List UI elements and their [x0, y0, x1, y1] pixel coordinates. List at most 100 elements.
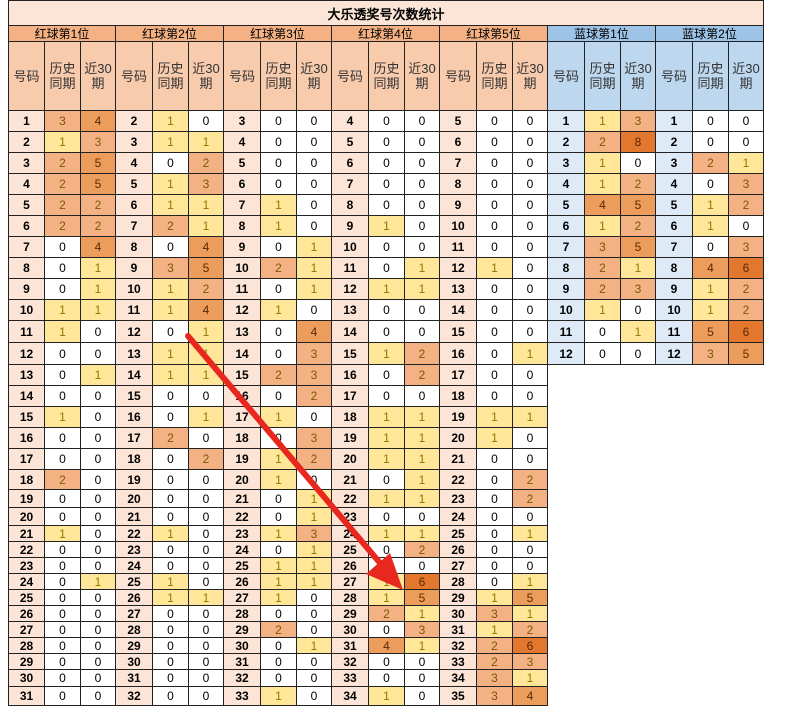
recent30-count: 0: [513, 508, 548, 526]
ball-number: 5: [656, 195, 693, 216]
recent30-count: 0: [513, 321, 548, 343]
ball-number: 8: [8, 258, 45, 279]
history-count: 0: [369, 508, 405, 526]
ball-number: 11: [8, 321, 45, 343]
ball-number: 10: [548, 300, 585, 321]
history-count: 1: [45, 321, 81, 343]
recent30-count: 0: [513, 365, 548, 386]
ball-number: 27: [332, 574, 369, 590]
history-count: 3: [477, 670, 513, 687]
recent30-count: 0: [189, 622, 224, 638]
history-count: 0: [45, 449, 81, 470]
recent30-count: 0: [81, 687, 116, 706]
history-count: 1: [369, 490, 405, 508]
history-count: 0: [693, 174, 729, 195]
ball-number: 1: [656, 111, 693, 132]
history-count: 1: [261, 449, 297, 470]
ball-number: 6: [548, 216, 585, 237]
recent30-count: 0: [81, 407, 116, 428]
ball-number: 28: [440, 574, 477, 590]
ball-number: 6: [440, 132, 477, 153]
history-count: 1: [693, 195, 729, 216]
history-count: 2: [261, 258, 297, 279]
recent30-count: 0: [81, 558, 116, 574]
history-count: 3: [153, 258, 189, 279]
history-count: 0: [369, 558, 405, 574]
history-count: 0: [261, 174, 297, 195]
recent30-count: 0: [621, 300, 656, 321]
group-header: 红球第1位: [8, 26, 116, 42]
history-count: 1: [153, 300, 189, 321]
history-count: 1: [261, 687, 297, 706]
ball-number: 12: [224, 300, 261, 321]
ball-number: 11: [548, 321, 585, 343]
history-count: 0: [45, 386, 81, 407]
ball-number: 11: [332, 258, 369, 279]
recent30-count: 0: [405, 237, 440, 258]
recent30-count: 0: [513, 386, 548, 407]
recent30-count: 2: [621, 174, 656, 195]
group-header: 红球第4位: [332, 26, 440, 42]
recent30-count: 0: [81, 606, 116, 622]
column-header-recent30: 近30期: [297, 42, 332, 111]
history-count: 1: [261, 574, 297, 590]
history-count: 1: [477, 428, 513, 449]
ball-number: 4: [548, 174, 585, 195]
history-count: 0: [261, 428, 297, 449]
history-count: 3: [477, 687, 513, 706]
recent30-count: 1: [405, 606, 440, 622]
history-count: 0: [45, 687, 81, 706]
history-count: 1: [693, 300, 729, 321]
history-count: 0: [261, 343, 297, 365]
ball-number: 6: [8, 216, 45, 237]
recent30-count: 0: [405, 654, 440, 670]
ball-number: 12: [116, 321, 153, 343]
recent30-count: 1: [81, 279, 116, 300]
history-count: 0: [153, 638, 189, 654]
ball-number: 9: [548, 279, 585, 300]
history-count: 0: [369, 470, 405, 490]
history-count: 2: [45, 216, 81, 237]
history-count: 0: [45, 558, 81, 574]
recent30-count: 0: [297, 606, 332, 622]
recent30-count: 0: [297, 654, 332, 670]
recent30-count: 4: [513, 687, 548, 706]
history-count: 0: [153, 470, 189, 490]
history-count: 0: [369, 153, 405, 174]
recent30-count: 1: [189, 321, 224, 343]
history-count: 0: [45, 654, 81, 670]
ball-number: 27: [440, 558, 477, 574]
history-count: 0: [369, 670, 405, 687]
recent30-count: 0: [405, 216, 440, 237]
recent30-count: 6: [405, 574, 440, 590]
ball-number: 10: [440, 216, 477, 237]
recent30-count: 0: [513, 153, 548, 174]
ball-number: 1: [548, 111, 585, 132]
recent30-count: 2: [297, 449, 332, 470]
ball-number: 3: [656, 153, 693, 174]
history-count: 0: [369, 321, 405, 343]
history-count: 0: [477, 470, 513, 490]
recent30-count: 1: [297, 258, 332, 279]
ball-number: 5: [8, 195, 45, 216]
ball-number: 25: [8, 590, 45, 606]
recent30-count: 0: [189, 470, 224, 490]
history-count: 0: [153, 237, 189, 258]
history-count: 0: [693, 237, 729, 258]
history-count: 0: [45, 508, 81, 526]
recent30-count: 4: [297, 321, 332, 343]
history-count: 0: [153, 606, 189, 622]
recent30-count: 0: [189, 508, 224, 526]
ball-number: 33: [224, 687, 261, 706]
ball-number: 6: [656, 216, 693, 237]
history-count: 0: [369, 386, 405, 407]
ball-number: 3: [548, 153, 585, 174]
ball-number: 11: [224, 279, 261, 300]
ball-number: 22: [116, 526, 153, 542]
ball-number: 23: [116, 542, 153, 558]
ball-number: 4: [8, 174, 45, 195]
recent30-count: 1: [405, 638, 440, 654]
ball-number: 7: [8, 237, 45, 258]
recent30-count: 3: [189, 174, 224, 195]
ball-number: 19: [332, 428, 369, 449]
